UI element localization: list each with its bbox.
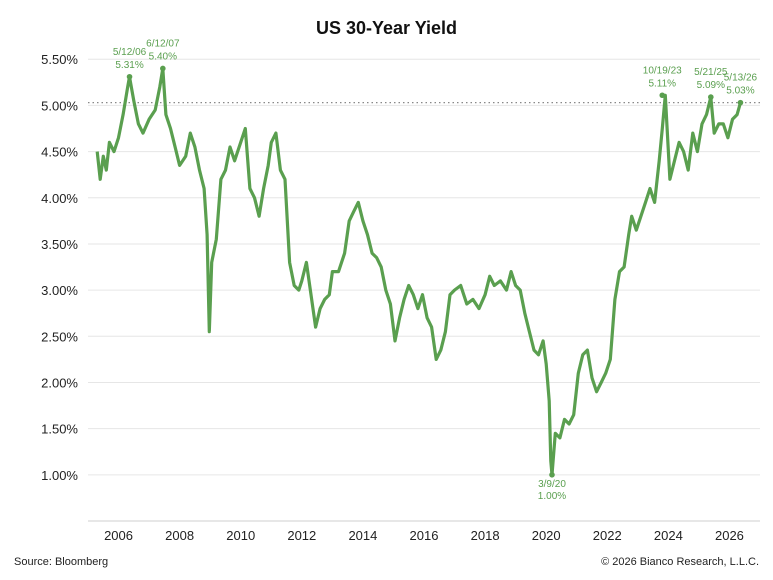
x-tick-label: 2008 bbox=[165, 528, 194, 543]
x-axis: 2006 2008 2010 2012 2014 2016 2018 2020 2022 2024… bbox=[104, 528, 744, 543]
annotation-value: 5.09% bbox=[697, 80, 725, 91]
x-tick-label: 2006 bbox=[104, 528, 133, 543]
y-tick-label: 5.00% bbox=[41, 98, 78, 113]
grid-lines bbox=[88, 58, 760, 476]
x-tick-label: 2020 bbox=[532, 528, 561, 543]
y-tick-label: 2.50% bbox=[41, 329, 78, 344]
y-tick-label: 4.00% bbox=[41, 191, 78, 206]
line-chart: 1.00% 1.50% 2.00% 2.50% 3.00% 3.50% 4.00% 4.50%… bbox=[41, 38, 760, 543]
annotation-marker bbox=[708, 94, 714, 100]
y-tick-label: 1.00% bbox=[41, 468, 78, 483]
y-axis: 1.00% 1.50% 2.00% 2.50% 3.00% 3.50% 4.00% 4.50%… bbox=[41, 52, 78, 483]
annotation-date: 10/19/23 bbox=[643, 65, 682, 76]
annotation-value: 5.40% bbox=[149, 51, 177, 62]
annotation-value: 5.03% bbox=[726, 86, 754, 97]
source-note: Source: Bloomberg bbox=[14, 556, 109, 568]
x-tick-label: 2022 bbox=[593, 528, 622, 543]
annotation-marker bbox=[126, 73, 133, 80]
annotation-date: 5/13/26 bbox=[724, 73, 758, 84]
annotation-marker bbox=[160, 65, 166, 72]
annotation-marker bbox=[737, 99, 744, 106]
annotation-date: 6/12/07 bbox=[146, 38, 180, 49]
copyright-note: © 2026 Bianco Research, L.L.C. bbox=[601, 556, 759, 568]
annotation-value: 1.00% bbox=[538, 491, 566, 502]
series-line-us-30y-yield bbox=[95, 66, 743, 477]
x-tick-label: 2010 bbox=[226, 528, 255, 543]
y-tick-label: 4.50% bbox=[41, 145, 78, 160]
chart-title: US 30-Year Yield bbox=[315, 18, 458, 38]
annotation-marker bbox=[659, 92, 666, 99]
annotation-date: 3/9/20 bbox=[538, 479, 566, 490]
x-tick-label: 2014 bbox=[348, 528, 377, 543]
y-tick-label: 1.50% bbox=[41, 422, 78, 437]
x-tick-label: 2024 bbox=[654, 528, 683, 543]
x-tick-label: 2012 bbox=[287, 528, 316, 543]
x-tick-label: 2016 bbox=[410, 528, 439, 543]
annotation-marker bbox=[549, 472, 555, 478]
y-tick-label: 3.00% bbox=[41, 283, 78, 298]
annotation-date: 5/21/25 bbox=[694, 67, 728, 78]
y-tick-label: 5.50% bbox=[41, 52, 78, 67]
annotation-value: 5.31% bbox=[115, 60, 143, 71]
annotation-value: 5.11% bbox=[648, 78, 676, 89]
annotation-date: 5/12/06 bbox=[113, 47, 147, 58]
x-tick-label: 2018 bbox=[471, 528, 500, 543]
y-tick-label: 2.00% bbox=[41, 375, 78, 390]
y-tick-label: 3.50% bbox=[41, 237, 78, 252]
x-tick-label: 2026 bbox=[715, 528, 744, 543]
annotations: 5/12/06 5.31%6/12/07 5.40% 3/9/201.00% 10/19… bbox=[113, 38, 758, 501]
